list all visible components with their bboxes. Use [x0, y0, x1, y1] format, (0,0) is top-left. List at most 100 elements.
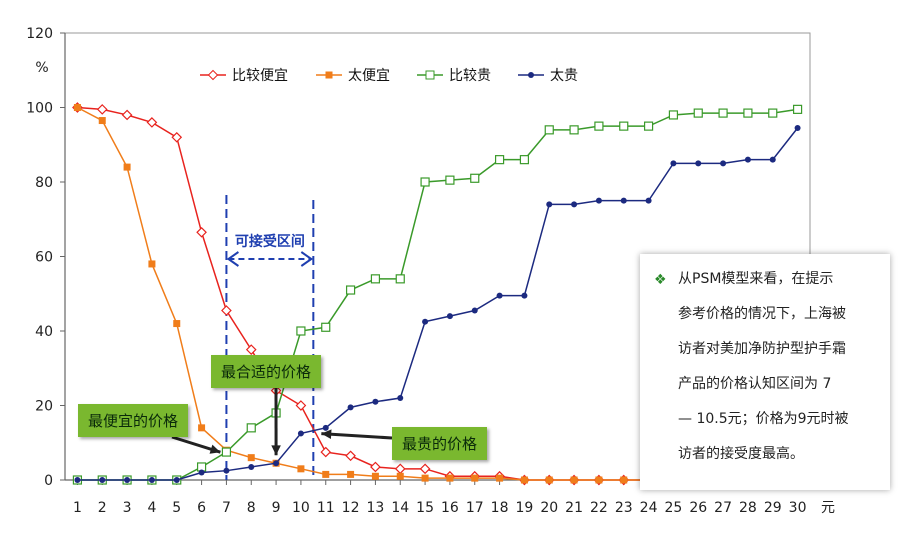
data-point-4: [74, 477, 81, 483]
callout-most-expensive-price: 最贵的价格: [392, 427, 488, 460]
x-tick-label: 14: [391, 500, 409, 516]
legend-marker-4: [528, 72, 534, 78]
x-tick-label: 27: [714, 500, 732, 516]
note-line-5: — 10.5元；价格为9元时被: [678, 411, 849, 427]
data-point-1: [320, 446, 332, 458]
data-point-4: [422, 318, 429, 325]
data-point-3: [370, 274, 381, 284]
data-point-2: [322, 470, 330, 478]
data-point-2: [471, 474, 479, 482]
data-point-2: [347, 470, 355, 478]
conclusion-note: ❖ 从PSM模型来看，在提示 参考价格的情况下，上海被 访者对美加净防护型护手霜…: [640, 254, 890, 490]
data-point-2: [247, 454, 255, 462]
data-point-2: [371, 472, 379, 480]
data-point-1: [221, 305, 232, 316]
data-point-4: [273, 460, 280, 467]
y-tick-label: 40: [35, 324, 53, 340]
x-tick-label: 20: [540, 500, 558, 516]
data-point-4: [322, 424, 329, 431]
data-point-4: [223, 467, 230, 474]
data-point-3: [743, 108, 753, 118]
x-tick-label: 16: [441, 500, 459, 516]
legend-marker-3: [425, 70, 435, 80]
data-point-4: [571, 201, 578, 208]
x-tick-label: 23: [615, 500, 633, 516]
data-point-2: [173, 320, 181, 328]
x-tick-label: 25: [665, 500, 683, 516]
x-tick-label: 2: [98, 500, 107, 516]
data-point-2: [396, 472, 404, 480]
legend-label-2: 太便宜: [348, 68, 390, 84]
acceptable-range-label: 可接受区间: [235, 233, 305, 250]
data-point-3: [246, 423, 256, 433]
data-point-3: [792, 104, 803, 114]
data-point-3: [718, 108, 728, 118]
x-axis-label: 元: [821, 500, 835, 516]
x-tick-label: 12: [342, 500, 360, 516]
data-point-4: [720, 160, 727, 167]
legend-label-4: 太贵: [550, 68, 578, 84]
legend-label-1: 比较便宜: [232, 68, 288, 84]
data-point-4: [645, 197, 652, 204]
x-tick-label: 22: [590, 500, 608, 516]
data-point-1: [245, 344, 257, 355]
x-tick-label: 10: [292, 500, 310, 516]
x-tick-label: 18: [491, 500, 509, 516]
data-point-2: [520, 476, 528, 484]
data-point-2: [570, 476, 578, 484]
x-tick-label: 5: [172, 500, 181, 516]
legend-marker-2: [325, 71, 333, 79]
data-point-2: [446, 474, 454, 482]
y-tick-label: 80: [35, 175, 53, 191]
callout-cheapest-label: 最便宜的价格: [88, 412, 179, 430]
data-point-1: [345, 450, 356, 462]
note-line-1: 从PSM模型来看，在提示: [678, 271, 834, 287]
data-point-2: [73, 104, 81, 111]
x-tick-label: 8: [247, 500, 256, 516]
data-point-4: [595, 197, 602, 204]
data-point-3: [544, 125, 554, 135]
y-tick-label: 100: [26, 101, 53, 117]
data-point-1: [370, 461, 381, 473]
y-tick-label: 0: [44, 473, 53, 489]
data-point-2: [421, 474, 429, 482]
data-point-4: [521, 292, 528, 299]
data-point-4: [124, 477, 131, 483]
data-point-1: [171, 131, 183, 143]
data-point-2: [545, 476, 553, 484]
data-point-1: [419, 463, 431, 475]
data-point-3: [445, 175, 455, 185]
data-point-3: [693, 108, 703, 118]
x-tick-label: 29: [764, 500, 782, 516]
data-point-3: [420, 177, 430, 187]
data-point-1: [146, 117, 158, 128]
data-point-3: [519, 155, 530, 165]
data-point-3: [470, 173, 480, 183]
note-line-4: 产品的价格认知区间为 7: [678, 376, 832, 392]
y-axis-label: %: [35, 60, 48, 76]
note-line-2: 参考价格的情况下，上海被: [678, 306, 846, 322]
data-point-4: [496, 292, 503, 299]
data-point-2: [198, 424, 206, 432]
callout-arrow-optimal-head: [271, 445, 281, 456]
data-point-2: [620, 476, 628, 484]
data-point-4: [620, 197, 627, 204]
data-point-3: [296, 326, 306, 336]
x-tick-label: 11: [317, 500, 335, 516]
data-point-3: [768, 108, 778, 118]
x-tick-label: 17: [466, 500, 484, 516]
y-tick-label: 20: [35, 399, 53, 415]
data-point-1: [121, 109, 133, 121]
x-tick-label: 26: [689, 500, 707, 516]
data-point-4: [198, 469, 205, 476]
x-tick-label: 19: [516, 500, 534, 516]
data-point-3: [395, 274, 405, 284]
x-tick-label: 28: [739, 500, 757, 516]
data-point-4: [297, 430, 304, 437]
callout-arrow-cheapest-head: [209, 444, 221, 454]
data-point-4: [248, 463, 255, 470]
legend-marker-1: [207, 69, 219, 81]
data-point-1: [96, 104, 108, 115]
data-point-4: [769, 156, 776, 163]
